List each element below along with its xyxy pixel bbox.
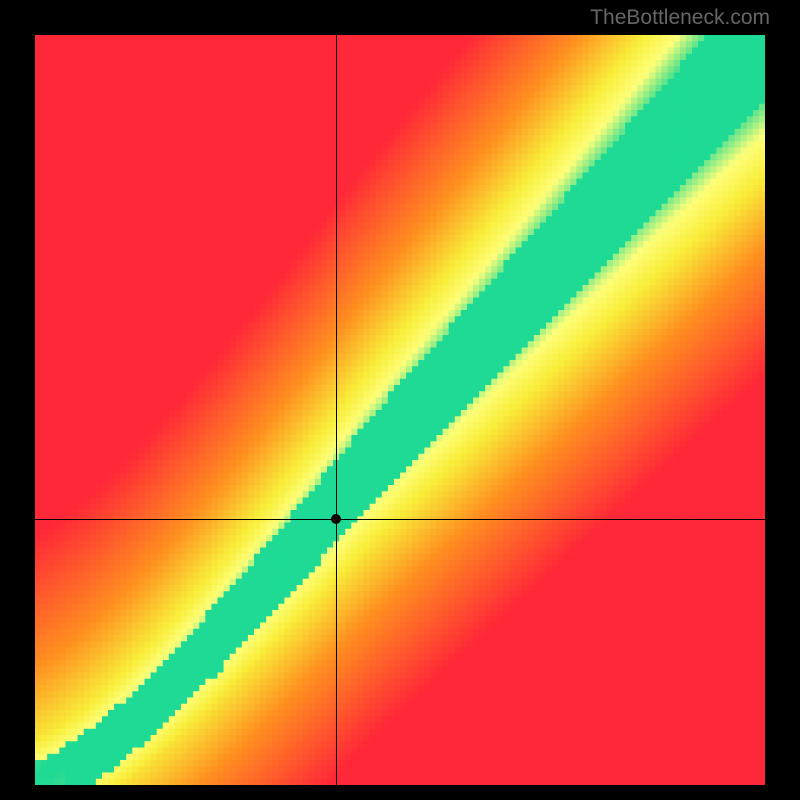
heatmap-chart — [35, 35, 765, 785]
heatmap-canvas — [35, 35, 765, 785]
crosshair-horizontal — [35, 519, 765, 520]
watermark-text: TheBottleneck.com — [590, 6, 770, 30]
crosshair-marker — [331, 514, 341, 524]
crosshair-vertical — [336, 35, 337, 785]
